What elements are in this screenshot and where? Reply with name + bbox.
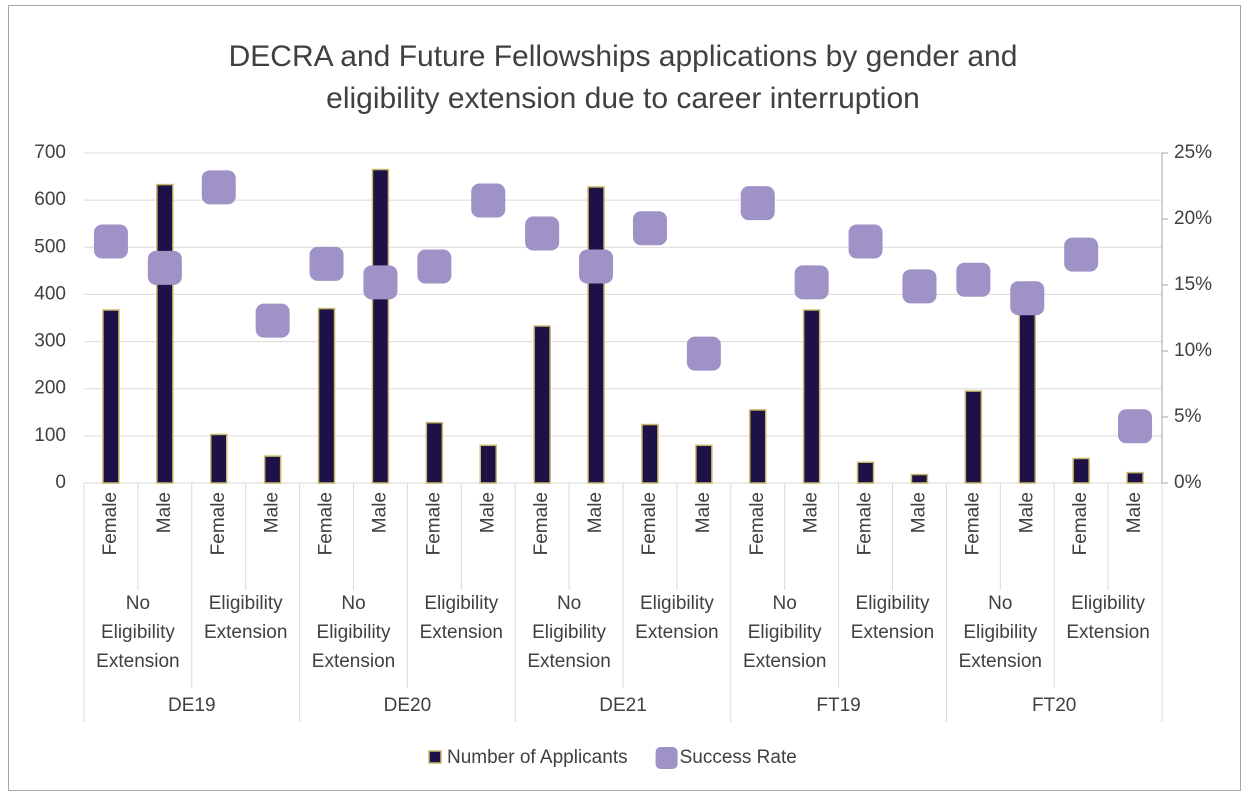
y2-tick-label: 5% xyxy=(1174,406,1202,427)
bar xyxy=(210,433,228,484)
y-tick-label: 300 xyxy=(34,331,66,352)
y2-tick-label: 10% xyxy=(1174,340,1212,361)
x-tick-label: Female xyxy=(962,492,983,555)
bar xyxy=(964,390,983,484)
subgroup-label: Eligibility Extension xyxy=(635,593,719,643)
group-label: FT19 xyxy=(816,695,860,716)
x-tick-label: Female xyxy=(316,492,337,555)
bar xyxy=(263,455,282,484)
x-tick-label: Female xyxy=(423,492,444,555)
bar xyxy=(641,423,659,484)
chart-title: DECRA and Future Fellowships application… xyxy=(229,40,1018,73)
x-tick-label: Male xyxy=(585,492,606,533)
marker xyxy=(1118,409,1153,444)
legend-swatch xyxy=(428,750,442,764)
x-tick-label: Male xyxy=(801,492,822,533)
bar xyxy=(802,309,821,484)
bar xyxy=(856,461,875,484)
marker xyxy=(579,249,614,284)
subgroup-label: Eligibility Extension xyxy=(1066,593,1150,643)
marker xyxy=(632,211,667,246)
bar xyxy=(425,421,444,484)
x-tick-label: Male xyxy=(369,492,390,533)
y-tick-label: 200 xyxy=(34,378,66,399)
x-tick-label: Female xyxy=(639,492,660,555)
group-label: DE20 xyxy=(384,695,432,716)
marker xyxy=(255,303,290,338)
marker xyxy=(363,265,398,300)
y2-tick-label: 25% xyxy=(1174,142,1212,163)
marker xyxy=(686,336,721,371)
bar xyxy=(587,186,605,484)
marker xyxy=(1064,237,1099,272)
y-tick-label: 600 xyxy=(34,189,66,210)
marker xyxy=(309,246,344,281)
y-tick-label: 100 xyxy=(34,425,66,446)
bar xyxy=(102,309,120,484)
marker xyxy=(740,186,775,221)
x-tick-label: Male xyxy=(262,492,283,533)
y-tick-label: 500 xyxy=(34,236,66,257)
subgroup-label: Eligibility Extension xyxy=(850,593,935,643)
x-tick-label: Male xyxy=(693,492,714,533)
subgroup-label: No Eligibility Extension xyxy=(742,593,827,672)
marker xyxy=(902,269,937,304)
bar xyxy=(1072,457,1090,484)
bar xyxy=(156,183,174,484)
y2-tick-label: 20% xyxy=(1174,208,1212,229)
bar xyxy=(1126,471,1144,484)
y-tick-label: 700 xyxy=(34,142,66,163)
x-tick-label: Female xyxy=(208,492,229,555)
subgroup-label: No Eligibility Extension xyxy=(96,593,180,672)
x-tick-label: Female xyxy=(531,492,552,555)
legend-swatch xyxy=(655,747,678,769)
bar xyxy=(317,307,336,484)
group-label: DE19 xyxy=(168,695,216,716)
marker xyxy=(147,250,182,285)
x-tick-label: Female xyxy=(855,492,876,555)
y2-tick-label: 15% xyxy=(1174,274,1212,295)
subgroup-label: No Eligibility Extension xyxy=(527,593,611,672)
marker xyxy=(956,262,991,297)
legend-label: Number of Applicants xyxy=(447,747,628,768)
marker xyxy=(525,216,560,251)
x-tick-label: Male xyxy=(1124,492,1145,533)
marker xyxy=(471,183,506,218)
bar xyxy=(371,168,390,484)
subgroup-label: Eligibility Extension xyxy=(419,593,504,643)
x-tick-label: Male xyxy=(908,492,929,533)
y-tick-label: 0 xyxy=(55,472,66,493)
subgroup-label: Eligibility Extension xyxy=(203,593,288,643)
bar xyxy=(749,409,767,484)
marker xyxy=(1010,281,1045,316)
x-tick-label: Female xyxy=(1070,492,1091,555)
marker xyxy=(848,224,883,259)
group-label: FT20 xyxy=(1032,695,1076,716)
y2-tick-label: 0% xyxy=(1174,472,1202,493)
subgroup-label: No Eligibility Extension xyxy=(958,593,1043,672)
x-tick-label: Male xyxy=(154,492,175,533)
group-label: DE21 xyxy=(599,695,647,716)
bar xyxy=(695,444,713,484)
x-tick-label: Female xyxy=(747,492,768,555)
bar xyxy=(533,325,551,484)
y-tick-label: 400 xyxy=(34,283,66,304)
marker xyxy=(794,265,829,300)
marker xyxy=(201,170,236,205)
bar xyxy=(910,473,929,484)
x-tick-label: Female xyxy=(100,492,121,555)
bar xyxy=(1018,303,1036,484)
chart-border xyxy=(8,5,1241,791)
chart-title: eligibility extension due to career inte… xyxy=(326,82,920,115)
marker xyxy=(93,224,128,259)
bar xyxy=(479,444,497,484)
marker xyxy=(417,249,452,284)
subgroup-label: No Eligibility Extension xyxy=(311,593,396,672)
x-tick-label: Male xyxy=(1016,492,1037,533)
legend-label: Success Rate xyxy=(680,747,797,768)
x-tick-label: Male xyxy=(477,492,498,533)
